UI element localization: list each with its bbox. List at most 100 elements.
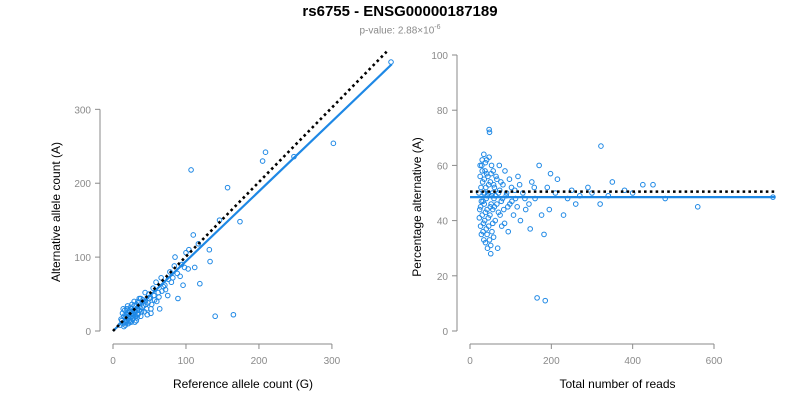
right-data-point [477, 204, 484, 210]
right-data-point [514, 204, 520, 210]
right-scatter-panel: 0 200 400 600 0 20 40 60 80 100 Total number of re… [410, 51, 776, 391]
right-data-point [501, 220, 508, 227]
left-y-tick-label: 100 [74, 253, 91, 264]
right-y-tick-label: 0 [442, 327, 448, 338]
left-data-point [156, 294, 162, 300]
left-data-point [230, 311, 237, 318]
right-data-point [640, 181, 646, 188]
right-data-point [480, 198, 486, 205]
left-y-tick-label: 200 [74, 179, 91, 190]
right-x-tick-label: 400 [624, 356, 641, 367]
left-x-tick-label: 200 [251, 356, 268, 367]
right-data-point [488, 201, 494, 207]
right-data-point [484, 245, 491, 251]
left-data-point [207, 258, 213, 265]
right-data-point [510, 212, 517, 218]
left-data-point [148, 310, 154, 317]
right-data-point [491, 184, 498, 191]
left-x-tick-label: 100 [178, 356, 195, 367]
right-data-point [480, 228, 486, 235]
right-x-tick-label: 0 [467, 356, 473, 367]
left-fit-line [112, 63, 393, 332]
left-data-point [122, 322, 129, 328]
right-data-point [478, 184, 484, 191]
right-data-point [511, 187, 518, 194]
right-data-point [502, 168, 508, 174]
right-data-point [486, 126, 492, 133]
right-data-point [481, 217, 488, 224]
subtitle-prefix: p-value: [359, 25, 398, 37]
left-data-point [170, 275, 176, 281]
left-data-point [191, 264, 198, 271]
right-data-point [488, 170, 494, 177]
right-data-point [522, 206, 529, 213]
right-data-point [498, 198, 505, 205]
right-data-point [476, 206, 483, 213]
right-data-point [481, 201, 488, 207]
left-data-point [142, 289, 148, 296]
left-data-point [197, 280, 203, 287]
right-data-point [487, 204, 494, 210]
left-data-point [185, 266, 191, 272]
right-data-point [489, 190, 496, 196]
right-data-point [496, 162, 503, 169]
right-data-point [500, 181, 506, 188]
right-data-point [477, 173, 483, 180]
left-data-point [180, 282, 186, 288]
left-data-point [127, 304, 134, 311]
left-data-point [164, 292, 171, 299]
right-data-point [598, 143, 604, 149]
left-data-point [330, 140, 337, 147]
right-data-point [476, 215, 483, 221]
right-data-point [481, 151, 487, 158]
right-data-point [527, 226, 533, 232]
right-data-point [487, 242, 494, 249]
right-y-tick-label: 60 [437, 161, 449, 172]
right-data-point [490, 181, 497, 188]
left-x-tick-label: 0 [110, 356, 116, 367]
left-data-point [135, 310, 142, 317]
left-scatter-panel: 0 100 200 300 0 100 200 300 Reference allele cou… [49, 50, 394, 391]
left-y-axis-label: Alternative allele count (A) [49, 142, 63, 282]
right-data-point [477, 162, 483, 169]
right-data-point [597, 201, 603, 207]
right-data-point [487, 212, 493, 218]
right-y-tick-label: 40 [437, 217, 449, 228]
right-data-point [482, 159, 489, 166]
right-data-point [517, 217, 524, 224]
right-data-point [479, 212, 486, 218]
right-data-point [531, 184, 538, 191]
right-data-point [538, 212, 545, 218]
left-data-point [262, 149, 269, 155]
right-data-point [486, 237, 493, 243]
left-data-point [126, 319, 133, 325]
right-data-point [609, 179, 616, 185]
right-x-axis-label: Total number of reads [559, 377, 675, 391]
left-data-point [188, 167, 194, 173]
right-data-point [482, 209, 489, 216]
left-data-point [190, 232, 197, 238]
right-data-point [482, 168, 488, 174]
right-data-point [495, 209, 502, 216]
right-data-point [483, 184, 489, 191]
right-data-point [621, 187, 628, 194]
right-data-point [481, 190, 488, 196]
right-data-point [509, 198, 515, 205]
right-data-point [544, 184, 551, 191]
left-data-point [121, 323, 127, 330]
right-data-point [650, 181, 656, 188]
left-data-point [224, 184, 231, 191]
right-data-point [479, 157, 486, 163]
right-data-point [479, 168, 486, 174]
left-data-point [206, 246, 213, 253]
chart-title: rs6755 - ENSG00000187189 [302, 3, 498, 20]
left-data-point [120, 306, 127, 312]
right-data-point [494, 176, 500, 182]
left-data-point [135, 298, 141, 305]
right-y-tick-label: 100 [431, 51, 448, 62]
right-data-point [490, 234, 497, 240]
left-data-point [259, 158, 266, 164]
left-data-point [153, 298, 160, 305]
right-data-point [487, 250, 494, 257]
